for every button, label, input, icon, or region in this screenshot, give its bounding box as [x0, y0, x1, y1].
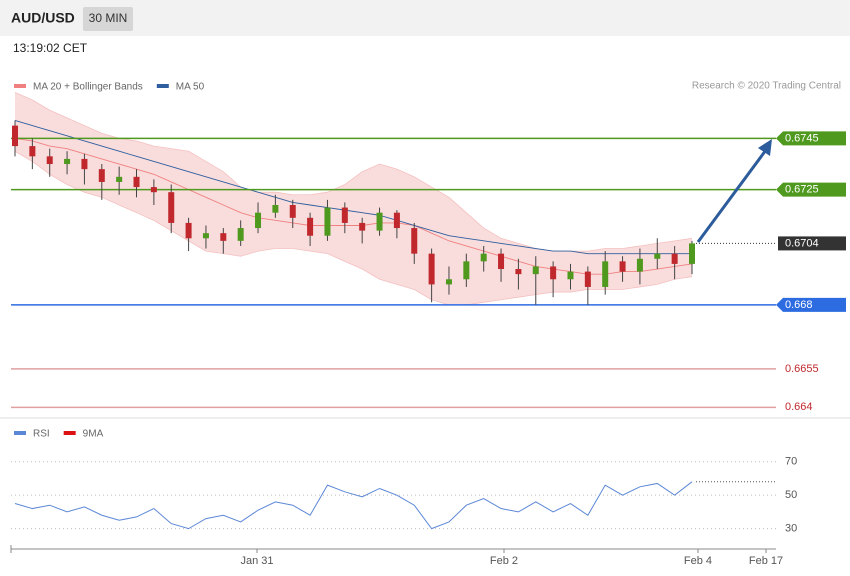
level-label: 0.664 — [785, 401, 813, 413]
x-tick-label: Feb 17 — [749, 555, 783, 567]
x-tick-label: Feb 2 — [490, 555, 518, 567]
legend-label: MA 20 + Bollinger Bands — [33, 82, 143, 93]
candle-body — [515, 269, 522, 275]
y-tick-label: 70 — [785, 456, 797, 468]
candle-body — [220, 233, 227, 241]
candle-body — [255, 212, 262, 229]
candle-body — [411, 228, 418, 254]
symbol: AUD/USD — [11, 10, 75, 26]
candle-body — [133, 176, 140, 188]
candle-body — [567, 271, 574, 280]
header-bar — [0, 0, 850, 36]
candle-body — [237, 228, 244, 241]
x-tick-label: Feb 4 — [684, 555, 712, 567]
candle-body — [168, 192, 175, 223]
forecast-arrow — [696, 149, 768, 243]
y-tick-label: 30 — [785, 523, 797, 535]
candle-body — [116, 176, 123, 182]
candle-body — [64, 158, 71, 165]
candle-body — [324, 207, 331, 236]
forecast-arrowhead — [758, 139, 772, 156]
candle-body — [12, 125, 18, 147]
candle-body — [98, 169, 105, 182]
legend-swatch — [63, 431, 76, 435]
candle-body — [671, 253, 678, 264]
candle-body — [307, 217, 314, 236]
candle-body — [393, 212, 400, 229]
legend-label: 9MA — [83, 429, 104, 440]
interval[interactable]: 30 MIN — [89, 11, 128, 25]
legend-swatch — [14, 84, 26, 88]
level-label: 0.6655 — [785, 363, 819, 375]
level-box — [776, 182, 846, 197]
level-box — [776, 131, 846, 146]
credit: Research © 2020 Trading Central — [692, 81, 841, 92]
candle-body — [498, 253, 505, 270]
candle-body — [428, 253, 435, 285]
candle-body — [81, 158, 88, 170]
x-tick-label: Jan 31 — [240, 555, 273, 567]
level-label: 0.6704 — [785, 237, 819, 249]
bollinger-lower — [14, 150, 693, 306]
candle-body — [463, 261, 470, 280]
candle-body — [550, 266, 557, 280]
candle-body — [150, 187, 157, 193]
candle-body — [602, 261, 609, 287]
time: 13:19:02 CET — [13, 41, 88, 55]
candle-body — [202, 233, 209, 239]
legend-swatch — [156, 84, 169, 88]
level-label: 0.6725 — [785, 184, 819, 196]
candle-body — [654, 253, 661, 259]
level-label: 0.668 — [785, 299, 813, 311]
legend-swatch — [14, 431, 26, 435]
candle-body — [636, 258, 643, 272]
legend-label: MA 50 — [176, 82, 205, 93]
level-label: 0.6745 — [785, 132, 819, 144]
candle-body — [584, 271, 591, 287]
candle-body — [689, 243, 695, 264]
rsi-line — [14, 481, 693, 530]
legend-label: RSI — [33, 429, 50, 440]
ma20-line — [14, 137, 693, 275]
bollinger-band — [15, 92, 692, 305]
candle-body — [480, 253, 487, 262]
bollinger-upper — [14, 91, 693, 252]
level-box — [776, 297, 846, 312]
candle-body — [376, 212, 383, 231]
candle-body — [445, 279, 452, 285]
candle-body — [185, 222, 192, 239]
ma50-line — [14, 120, 692, 255]
candle-body — [619, 261, 626, 272]
candle-body — [341, 207, 348, 223]
candle-body — [46, 156, 53, 165]
candle-body — [272, 205, 279, 213]
candle-body — [359, 222, 366, 231]
interval-badge[interactable] — [83, 7, 133, 31]
candle-body — [29, 146, 36, 157]
candle-body — [532, 266, 539, 275]
level-box — [778, 236, 846, 251]
candle-body — [289, 205, 296, 218]
y-tick-label: 50 — [785, 489, 797, 501]
